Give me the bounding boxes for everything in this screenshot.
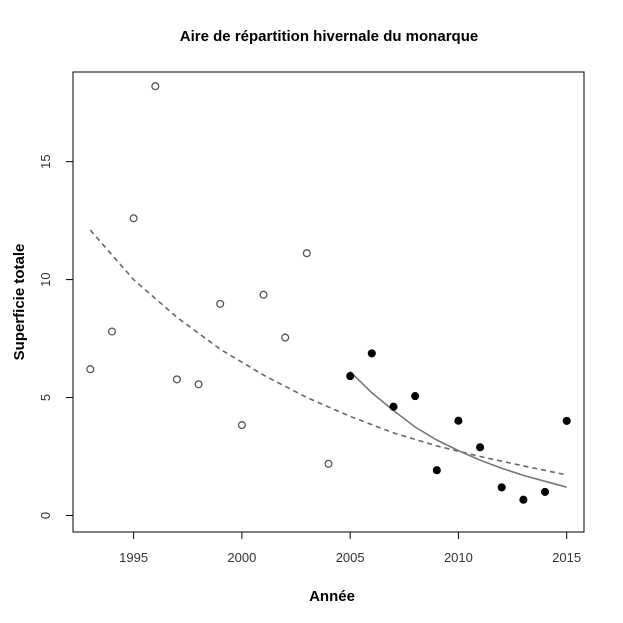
x-axis-label: Année — [309, 588, 355, 605]
filled-data-point — [454, 416, 463, 425]
y-tick-label: 15 — [38, 154, 53, 168]
open-data-point — [107, 327, 117, 336]
dashed-trend-line — [89, 229, 567, 476]
data-points — [86, 82, 571, 504]
plot-frame — [72, 71, 585, 533]
filled-data-point — [476, 443, 485, 452]
x-tick-label: 2010 — [444, 550, 473, 565]
open-data-point — [259, 290, 268, 299]
filled-data-point — [519, 495, 528, 504]
filled-data-point — [497, 483, 506, 492]
open-data-point — [194, 380, 203, 389]
open-data-point — [302, 249, 311, 258]
axis-ticks: 1995 2000 2005 2010 2015 0 5 10 15 — [38, 154, 581, 565]
open-data-point — [281, 333, 290, 342]
filled-data-point — [346, 372, 355, 381]
y-tick-label: 10 — [38, 272, 53, 286]
open-data-point — [324, 459, 333, 468]
filled-data-point — [367, 349, 376, 358]
y-axis-label: Superficie totale — [11, 244, 28, 361]
solid-trend-line — [349, 371, 567, 488]
filled-data-point — [540, 487, 550, 496]
x-tick-label: 2005 — [336, 550, 365, 565]
open-data-point — [129, 214, 138, 223]
filled-data-point — [562, 416, 571, 425]
filled-data-point — [432, 466, 441, 475]
open-data-point — [172, 375, 181, 384]
y-tick-label: 5 — [38, 394, 53, 401]
y-tick-label: 0 — [38, 512, 53, 519]
filled-data-point — [389, 402, 398, 411]
open-data-point — [86, 365, 95, 374]
open-data-point — [151, 82, 160, 91]
filled-data-point — [411, 392, 420, 401]
open-data-point — [216, 299, 225, 308]
chart-title: Aire de répartition hivernale du monarqu… — [180, 28, 478, 45]
open-data-point — [237, 421, 246, 430]
x-tick-label: 1995 — [119, 550, 148, 565]
trend-curves — [89, 229, 567, 488]
x-tick-label: 2015 — [552, 550, 581, 565]
x-tick-label: 2000 — [227, 550, 256, 565]
